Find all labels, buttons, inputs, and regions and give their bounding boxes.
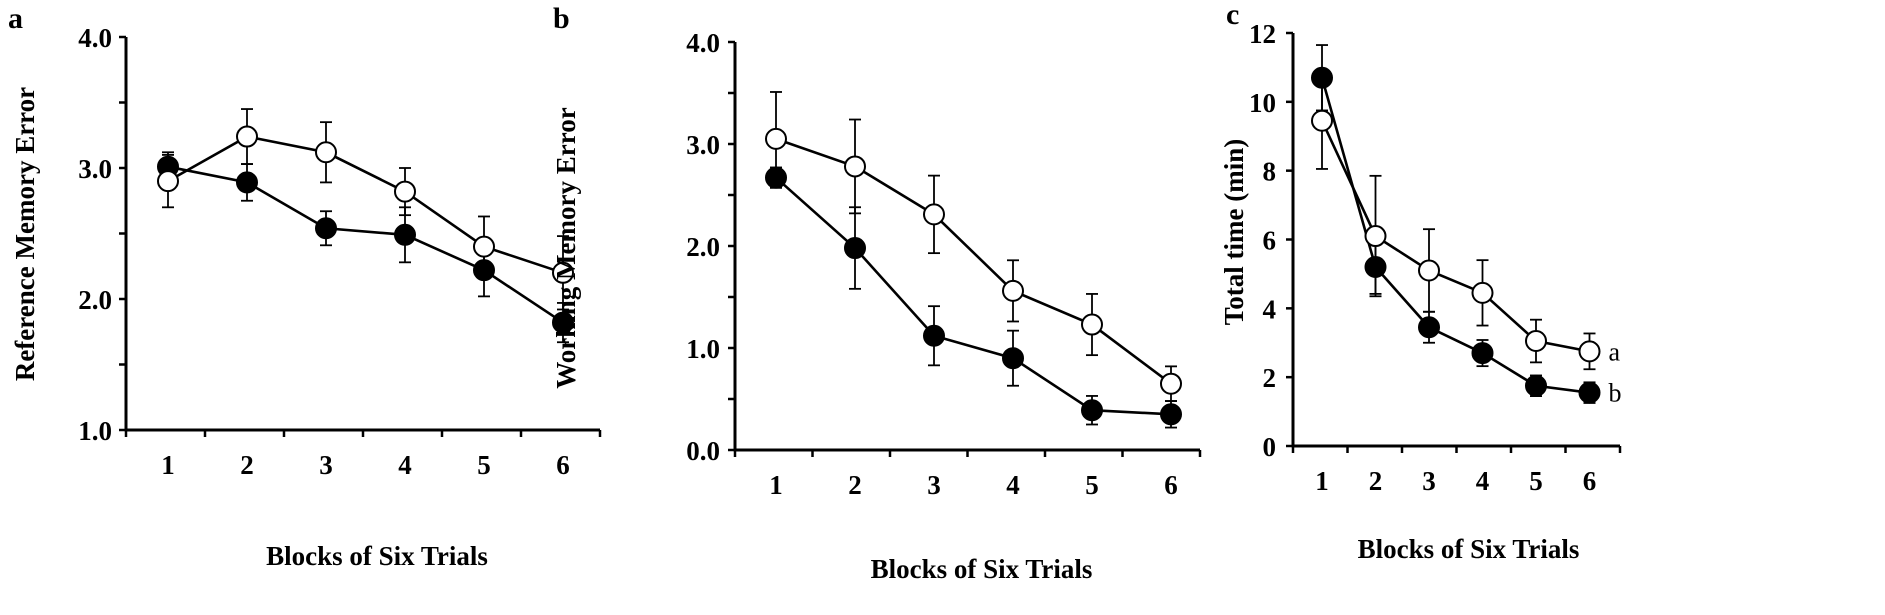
x-tick-label: 6 — [556, 450, 570, 480]
y-tick-label: 12 — [1249, 19, 1276, 49]
panel-b: b 0.0 1.0 2.0 3.0 4.0 1 2 3 4 5 6 Blocks of Six Tria… — [551, 2, 1202, 584]
data-point-open — [765, 127, 787, 150]
data-point-open — [1081, 313, 1103, 336]
x-tick-label: 1 — [161, 450, 175, 480]
data-point-filled — [1311, 66, 1333, 89]
panel-a: a 1.0 2.0 3.0 4.0 1 2 3 4 5 6 Blocks of Six Trials R… — [8, 2, 602, 571]
data-point-filled — [236, 171, 258, 194]
x-tick-label: 2 — [1369, 466, 1383, 496]
x-tick-label: 1 — [1315, 466, 1329, 496]
data-point-filled — [1578, 381, 1601, 404]
data-point-filled — [1418, 316, 1440, 339]
y-axis-title: Reference Memory Error — [10, 87, 40, 381]
data-point-filled — [844, 237, 866, 260]
data-point-open — [315, 141, 337, 164]
x-tick-label: 1 — [769, 470, 783, 500]
x-tick-label: 5 — [1529, 466, 1543, 496]
x-tick-label: 5 — [1085, 470, 1099, 500]
y-tick-label: 0 — [1263, 432, 1277, 462]
data-point-filled — [1471, 342, 1494, 365]
data-point-open — [1002, 279, 1024, 302]
series-line-filled — [775, 176, 1172, 416]
x-axis-title: Blocks of Six Trials — [871, 554, 1093, 584]
data-point-filled — [552, 311, 574, 334]
x-tick-label: 2 — [848, 470, 862, 500]
data-point-filled — [1364, 256, 1387, 279]
x-tick-label: 6 — [1583, 466, 1597, 496]
data-point-filled — [1002, 347, 1024, 370]
data-point-open — [1160, 372, 1182, 395]
x-axis-title: Blocks of Six Trials — [266, 541, 488, 571]
y-tick-label: 2.0 — [78, 285, 112, 315]
y-tick-label: 1.0 — [686, 334, 720, 364]
series-end-label: a — [1609, 337, 1621, 366]
data-point-open — [394, 180, 416, 203]
y-tick-label: 2 — [1263, 363, 1277, 393]
panel-label: b — [553, 2, 570, 35]
y-tick-label: 4.0 — [686, 28, 720, 58]
y-tick-label: 4 — [1263, 294, 1277, 324]
data-point-open — [473, 235, 495, 258]
x-tick-label: 5 — [477, 450, 491, 480]
x-tick-label: 6 — [1164, 470, 1178, 500]
data-point-filled — [765, 166, 787, 189]
x-tick-label: 4 — [1006, 470, 1020, 500]
data-point-open — [1418, 259, 1440, 282]
data-point-filled — [473, 259, 495, 282]
series-line-open — [167, 135, 564, 275]
data-point-open — [1471, 281, 1494, 304]
data-point-open — [1525, 330, 1547, 353]
series-line-open — [775, 137, 1172, 385]
y-tick-label: 6 — [1263, 226, 1277, 256]
x-tick-label: 2 — [240, 450, 254, 480]
y-tick-label: 4.0 — [78, 23, 112, 53]
y-tick-label: 8 — [1263, 157, 1277, 187]
data-point-open — [923, 203, 945, 226]
x-axis-title: Blocks of Six Trials — [1358, 534, 1580, 564]
y-tick-label: 3.0 — [686, 130, 720, 160]
x-tick-label: 3 — [1422, 466, 1436, 496]
y-tick-label: 2.0 — [686, 232, 720, 262]
y-axis-title: Total time (min) — [1219, 139, 1249, 325]
y-tick-label: 1.0 — [78, 416, 112, 446]
data-point-filled — [1081, 399, 1103, 422]
panel-label: c — [1226, 0, 1239, 31]
x-tick-label: 3 — [319, 450, 333, 480]
data-point-filled — [315, 217, 337, 240]
x-tick-label: 4 — [398, 450, 412, 480]
series-line-filled — [1320, 77, 1590, 394]
data-point-filled — [394, 223, 416, 246]
y-tick-label: 3.0 — [78, 154, 112, 184]
data-point-open — [844, 155, 866, 178]
x-tick-label: 4 — [1476, 466, 1490, 496]
series-end-label: b — [1609, 379, 1622, 408]
data-point-open — [1364, 225, 1387, 248]
data-point-filled — [1160, 403, 1182, 426]
y-axis-title: Working Memory Error — [551, 107, 581, 388]
y-tick-label: 0.0 — [686, 436, 720, 466]
data-point-open — [236, 125, 258, 148]
panel-label: a — [8, 2, 23, 35]
data-point-open — [1311, 109, 1333, 132]
y-tick-label: 10 — [1249, 88, 1276, 118]
data-point-open — [1578, 340, 1601, 363]
data-point-open — [157, 170, 179, 193]
data-point-open — [552, 261, 574, 284]
data-point-filled — [923, 324, 945, 347]
x-tick-label: 3 — [927, 470, 941, 500]
series-line-open — [1320, 120, 1590, 353]
data-point-filled — [1525, 374, 1547, 397]
series-line-filled — [167, 165, 564, 324]
